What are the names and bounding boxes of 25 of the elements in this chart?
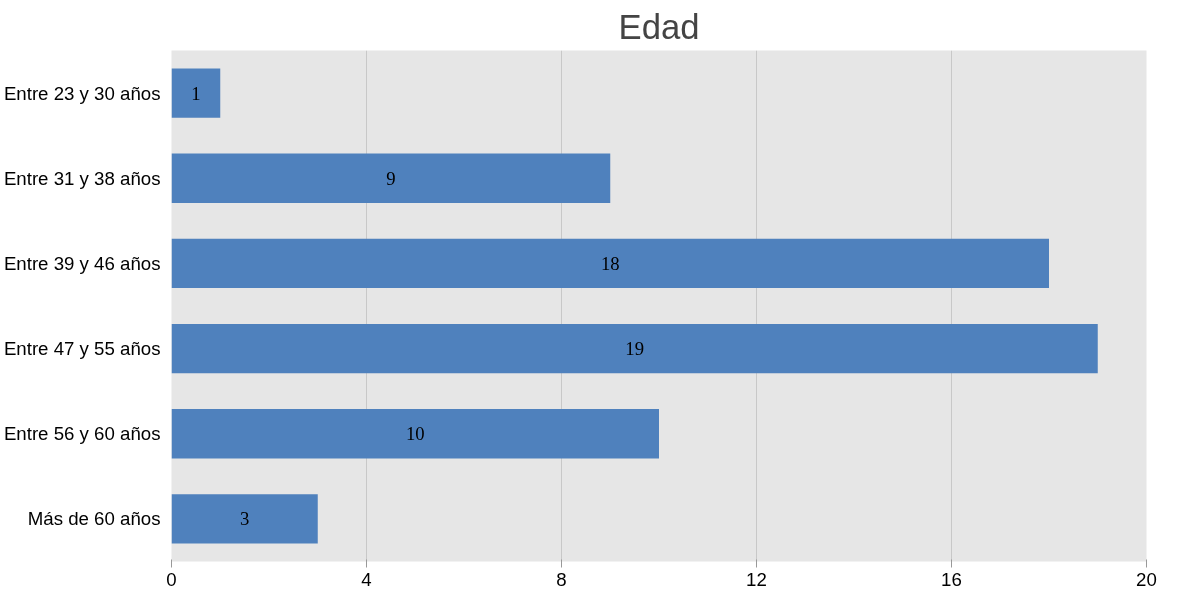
data-label: 18 — [600, 252, 620, 274]
y-tick-label: Entre 39 y 46 años — [3, 252, 161, 274]
bar — [171, 409, 659, 459]
data-label: 3 — [239, 508, 250, 530]
chart-title: Edad — [618, 7, 700, 46]
x-tick-label: 16 — [941, 568, 962, 590]
y-tick-label: Entre 23 y 30 años — [3, 82, 161, 104]
data-label: 1 — [191, 82, 201, 104]
bar — [171, 68, 221, 118]
x-tick-label: 0 — [166, 568, 177, 590]
y-tick-label: Más de 60 años — [27, 508, 161, 530]
x-tick-label: 12 — [746, 568, 767, 590]
x-tick-label: 20 — [1136, 568, 1157, 590]
y-tick-label: Entre 31 y 38 años — [3, 167, 161, 189]
bar — [171, 323, 1098, 374]
y-tick-label: Entre 56 y 60 años — [3, 423, 161, 445]
bar — [171, 153, 611, 203]
data-label: 10 — [405, 423, 425, 445]
bar — [171, 238, 1049, 289]
data-label: 19 — [625, 338, 644, 360]
bar — [171, 494, 318, 544]
x-tick-label: 4 — [361, 568, 372, 590]
y-tick-label: Entre 47 y 55 años — [3, 338, 161, 360]
x-tick-label: 8 — [556, 568, 567, 590]
data-label: 9 — [386, 167, 396, 189]
